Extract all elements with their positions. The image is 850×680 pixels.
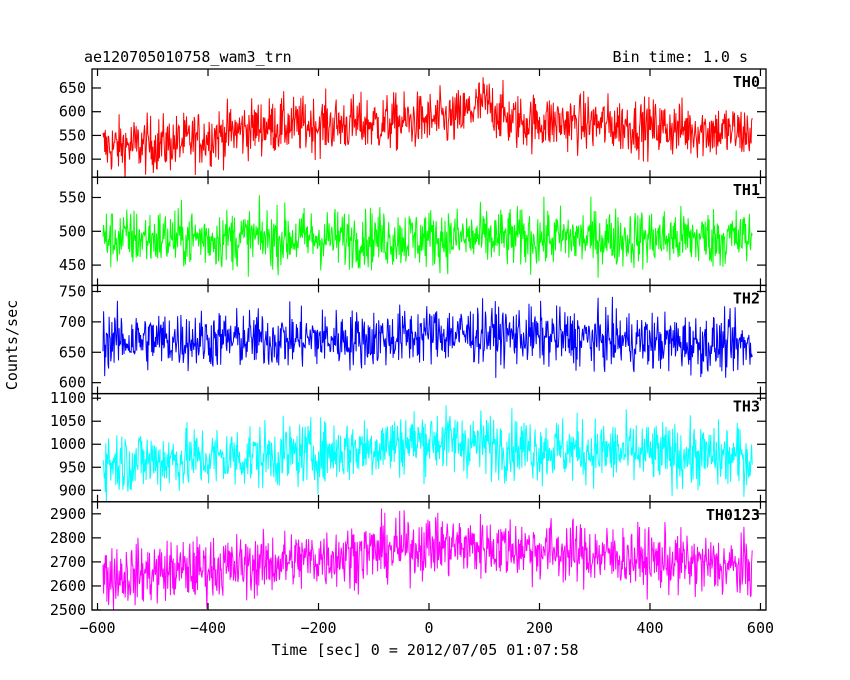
chart-title: ae120705010758_wam3_trn bbox=[84, 48, 292, 66]
y-tick-label: 900 bbox=[59, 481, 86, 499]
x-tick-label: −200 bbox=[300, 619, 336, 637]
x-tick-label: 600 bbox=[747, 619, 774, 637]
x-axis-label: Time [sec] 0 = 2012/07/05 01:07:58 bbox=[271, 641, 578, 659]
x-tick-labels: −600 −400 −200 0 200 400 600 bbox=[79, 619, 774, 637]
x-tick-label: 200 bbox=[526, 619, 553, 637]
y-tick-label: 650 bbox=[59, 79, 86, 97]
y-tick-label: 2600 bbox=[50, 577, 86, 595]
y-tick-label: 950 bbox=[59, 458, 86, 476]
panel-th3: 900 950 1000 1050 1100 TH3 bbox=[50, 389, 767, 503]
y-tick-label: 550 bbox=[59, 126, 86, 144]
panel-label-th2: TH2 bbox=[733, 289, 760, 307]
bin-time-label: Bin time: 1.0 s bbox=[613, 48, 748, 66]
series-line-th0123 bbox=[102, 508, 753, 610]
panel-label-th3: TH3 bbox=[733, 398, 760, 416]
panel-label-th0123: TH0123 bbox=[706, 506, 760, 524]
panel-label-th0: TH0 bbox=[733, 73, 760, 91]
panel-th0: 500 550 600 650 TH0 bbox=[59, 68, 767, 178]
x-tick-label: −600 bbox=[79, 619, 115, 637]
y-tick-label: 2700 bbox=[50, 553, 86, 571]
x-tick-label: −400 bbox=[190, 619, 226, 637]
y-tick-label: 500 bbox=[59, 222, 86, 240]
y-tick-label: 550 bbox=[59, 188, 86, 206]
y-tick-label: 650 bbox=[59, 343, 86, 361]
y-tick-label: 1050 bbox=[50, 412, 86, 430]
y-axis-label: Counts/sec bbox=[3, 300, 21, 390]
y-tick-label: 1100 bbox=[50, 389, 86, 407]
y-tick-label: 2800 bbox=[50, 529, 86, 547]
x-tick-label: 400 bbox=[636, 619, 663, 637]
series-line-th2 bbox=[102, 296, 753, 378]
series-line-th0 bbox=[102, 77, 753, 178]
x-tick-label: 0 bbox=[424, 619, 433, 637]
y-tick-label: 750 bbox=[59, 282, 86, 300]
panel-label-th1: TH1 bbox=[733, 181, 760, 199]
series-line-th3 bbox=[102, 405, 753, 502]
y-tick-label: 700 bbox=[59, 313, 86, 331]
panel-th2: 600 650 700 750 TH2 bbox=[59, 282, 767, 395]
y-tick-label: 2500 bbox=[50, 601, 86, 619]
panel-th0123: 2500 2600 2700 2800 2900 TH0123 bbox=[50, 501, 767, 619]
y-tick-label: 600 bbox=[59, 374, 86, 392]
panel-th1: 450 500 550 TH1 bbox=[59, 176, 767, 287]
panels: 500 550 600 650 TH0 450 500 550 TH1 600 650 700 750 T… bbox=[50, 68, 767, 619]
y-tick-label: 450 bbox=[59, 256, 86, 274]
y-tick-label: 1000 bbox=[50, 435, 86, 453]
y-tick-label: 2900 bbox=[50, 505, 86, 523]
y-tick-label: 500 bbox=[59, 150, 86, 168]
series-line-th1 bbox=[102, 195, 753, 278]
y-tick-label: 600 bbox=[59, 103, 86, 121]
